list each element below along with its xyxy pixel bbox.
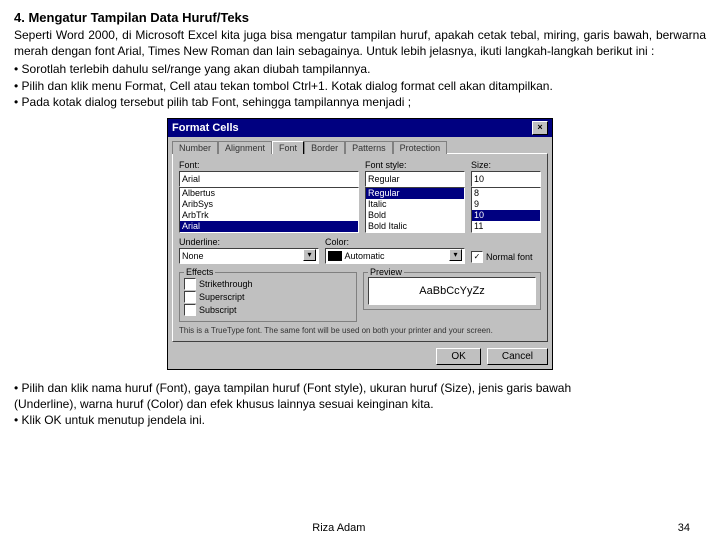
checkbox-icon: ✓	[471, 251, 483, 263]
normal-font-label: Normal font	[486, 252, 533, 262]
color-combo[interactable]: Automatic	[325, 248, 465, 264]
subscript-checkbox[interactable]: Subscript	[184, 304, 352, 316]
format-cells-dialog: Format Cells × Number Alignment Font Bor…	[167, 118, 553, 370]
cancel-button[interactable]: Cancel	[487, 348, 548, 365]
preview-box: AaBbCcYyZz	[368, 277, 536, 305]
tab-protection[interactable]: Protection	[393, 141, 448, 154]
normal-font-checkbox[interactable]: ✓ Normal font	[471, 251, 541, 263]
list-item[interactable]: 8	[472, 188, 540, 199]
preview-label: Preview	[368, 267, 404, 277]
ok-button[interactable]: OK	[436, 348, 480, 365]
tab-panel: Font: Arial Albertus AribSys ArbTrk Aria…	[172, 153, 548, 342]
list-item[interactable]: Arial	[180, 221, 358, 232]
superscript-checkbox[interactable]: Superscript	[184, 291, 352, 303]
intro-paragraph: Seperti Word 2000, di Microsoft Excel ki…	[14, 27, 706, 59]
list-item[interactable]: Regular	[366, 188, 464, 199]
bullet-item: • Pada kotak dialog tersebut pilih tab F…	[14, 94, 706, 110]
checkbox-icon	[184, 304, 196, 316]
color-value: Automatic	[345, 251, 385, 261]
tab-border[interactable]: Border	[304, 141, 345, 154]
bullet-item: • Pilih dan klik menu Format, Cell atau …	[14, 78, 706, 94]
size-input[interactable]: 10	[471, 171, 541, 187]
checkbox-label: Strikethrough	[199, 279, 253, 289]
underline-combo[interactable]: None	[179, 248, 319, 264]
tab-alignment[interactable]: Alignment	[218, 141, 272, 154]
size-label: Size:	[471, 160, 541, 170]
style-listbox[interactable]: Regular Italic Bold Bold Italic	[365, 187, 465, 233]
bullet-item: • Sorotlah terlebih dahulu sel/range yan…	[14, 61, 706, 77]
close-icon[interactable]: ×	[532, 121, 548, 135]
checkbox-icon	[184, 278, 196, 290]
tab-font[interactable]: Font	[272, 141, 304, 154]
author-name: Riza Adam	[312, 522, 365, 534]
hint-text: This is a TrueType font. The same font w…	[179, 326, 541, 335]
style-label: Font style:	[365, 160, 465, 170]
list-item[interactable]: ArbTrk	[180, 210, 358, 221]
checkbox-icon	[184, 291, 196, 303]
bullet-item: (Underline), warna huruf (Color) dan efe…	[14, 396, 706, 412]
page-footer: Riza Adam 34	[0, 522, 720, 534]
post-list: • Pilih dan klik nama huruf (Font), gaya…	[14, 380, 706, 429]
list-item[interactable]: 11	[472, 221, 540, 232]
list-item[interactable]: Italic	[366, 199, 464, 210]
dialog-title: Format Cells	[172, 122, 239, 134]
page-number: 34	[678, 522, 690, 534]
size-listbox[interactable]: 8 9 10 11	[471, 187, 541, 233]
underline-label: Underline:	[179, 237, 319, 247]
color-label: Color:	[325, 237, 465, 247]
bullet-item: • Pilih dan klik nama huruf (Font), gaya…	[14, 380, 706, 396]
checkbox-label: Superscript	[199, 292, 245, 302]
list-item[interactable]: AribSys	[180, 199, 358, 210]
bullet-item: • Klik OK untuk menutup jendela ini.	[14, 412, 706, 428]
font-listbox[interactable]: Albertus AribSys ArbTrk Arial	[179, 187, 359, 233]
list-item[interactable]: 10	[472, 210, 540, 221]
tab-patterns[interactable]: Patterns	[345, 141, 393, 154]
strikethrough-checkbox[interactable]: Strikethrough	[184, 278, 352, 290]
section-heading: 4. Mengatur Tampilan Data Huruf/Teks	[14, 10, 706, 25]
color-chip-icon	[328, 251, 342, 261]
list-item[interactable]: Bold Italic	[366, 221, 464, 232]
font-label: Font:	[179, 160, 359, 170]
dialog-titlebar[interactable]: Format Cells ×	[168, 119, 552, 137]
checkbox-label: Subscript	[199, 305, 237, 315]
effects-label: Effects	[184, 267, 215, 277]
style-input[interactable]: Regular	[365, 171, 465, 187]
tab-strip: Number Alignment Font Border Patterns Pr…	[172, 141, 548, 154]
list-item[interactable]: Bold	[366, 210, 464, 221]
font-input[interactable]: Arial	[179, 171, 359, 187]
list-item[interactable]: Albertus	[180, 188, 358, 199]
list-item[interactable]: 9	[472, 199, 540, 210]
effects-group: Effects Strikethrough Superscript Subscr…	[179, 272, 357, 322]
preview-group: Preview AaBbCcYyZz	[363, 272, 541, 310]
bullet-list: • Sorotlah terlebih dahulu sel/range yan…	[14, 61, 706, 110]
tab-number[interactable]: Number	[172, 141, 218, 154]
